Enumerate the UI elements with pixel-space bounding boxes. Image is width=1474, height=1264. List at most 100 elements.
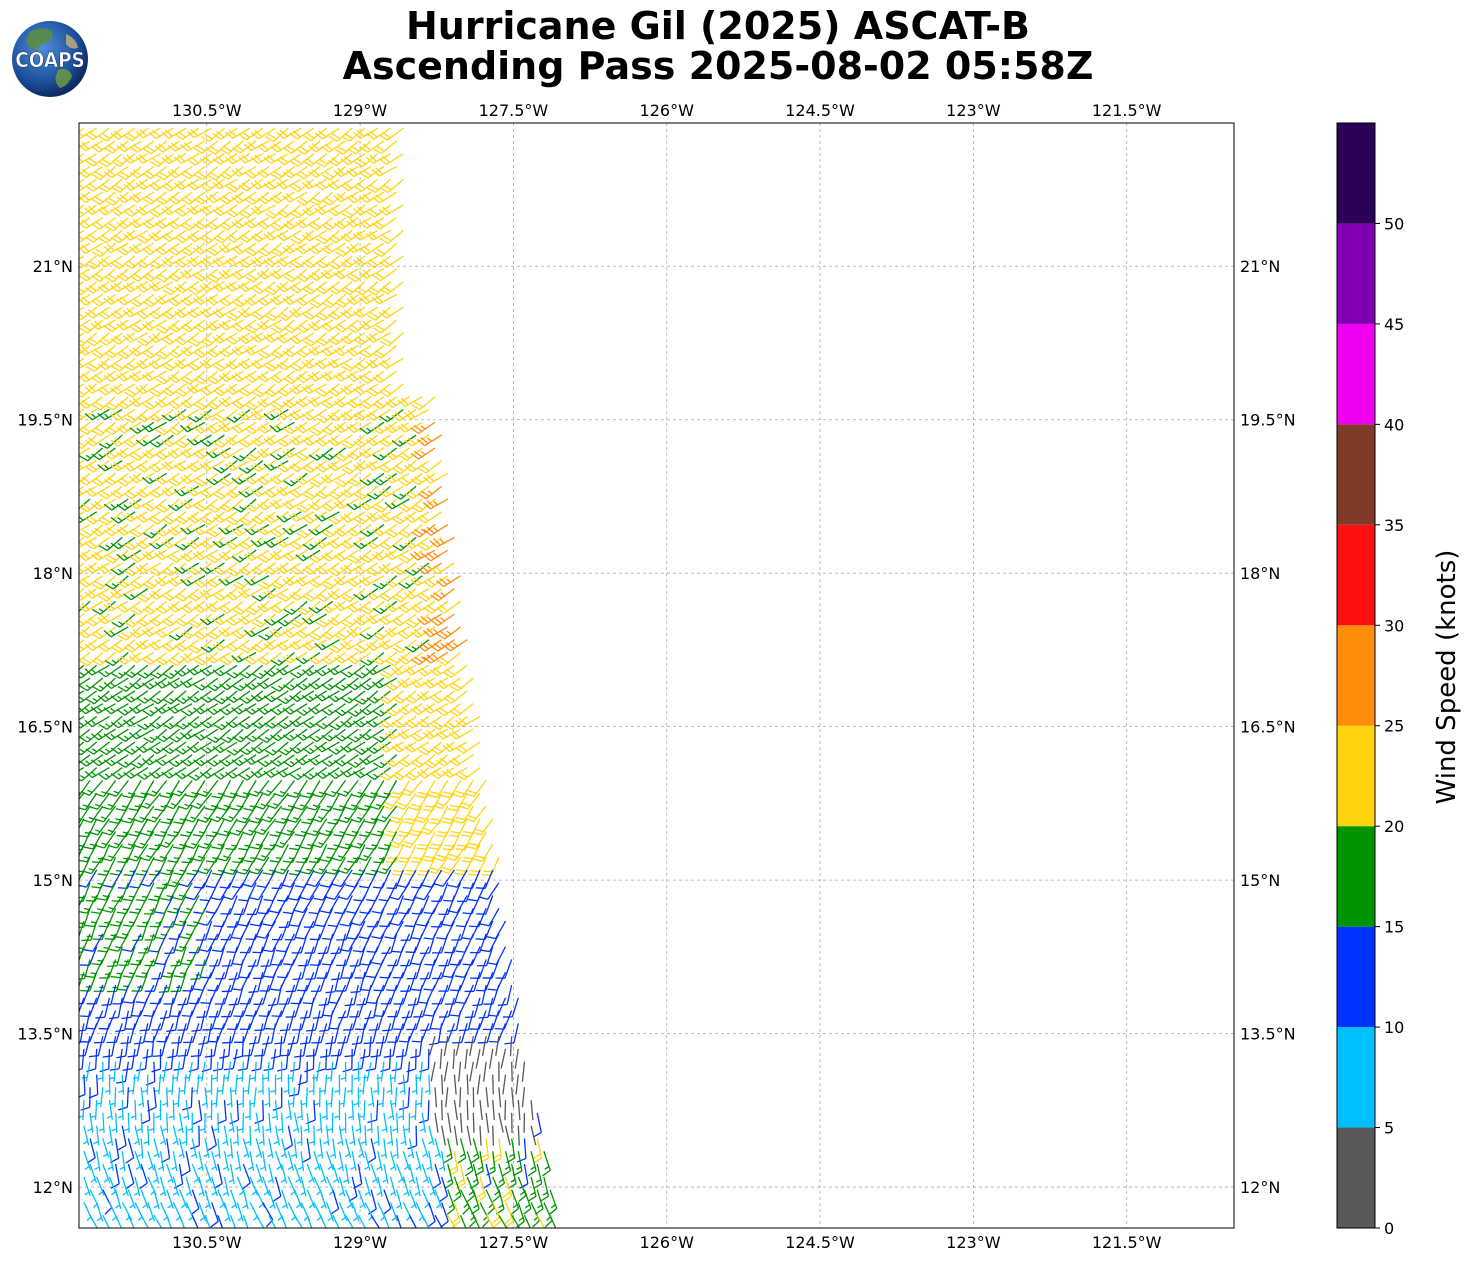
wind-barb <box>315 383 340 397</box>
wind-barb <box>188 1048 200 1073</box>
wind-barb <box>171 1151 178 1172</box>
wind-barb <box>238 229 264 243</box>
lon-tick-label-top: 130.5°W <box>172 101 242 120</box>
wind-barb <box>79 165 104 179</box>
wind-barb <box>264 741 289 756</box>
wind-barb <box>84 204 110 216</box>
wind-barb <box>353 536 379 550</box>
wind-barb <box>256 524 283 536</box>
wind-barb <box>365 229 391 241</box>
wind-barb <box>423 971 443 991</box>
wind-barb <box>373 1125 380 1146</box>
wind-barb <box>193 421 219 434</box>
wind-barb <box>232 575 257 590</box>
wind-barb <box>129 165 155 179</box>
wind-barb <box>276 434 302 448</box>
lon-tick-label-bottom: 127.5°W <box>479 1233 549 1252</box>
wind-barb <box>161 408 187 422</box>
wind-barb <box>212 178 238 190</box>
wind-barb <box>295 217 321 229</box>
wind-barb <box>162 1112 169 1133</box>
wind-barb <box>155 498 180 513</box>
wind-barb <box>453 1176 462 1203</box>
wind-barb <box>282 421 308 435</box>
wind-barb <box>205 869 226 889</box>
wind-barb <box>212 536 238 549</box>
wind-barb <box>341 460 366 475</box>
wind-barb <box>509 1036 513 1057</box>
wind-barb <box>142 1074 149 1095</box>
wind-barb <box>243 344 270 356</box>
wind-barb <box>143 524 168 539</box>
wind-barb <box>79 651 104 667</box>
wind-barb <box>226 408 251 423</box>
wind-barb <box>357 1214 367 1228</box>
wind-barb <box>181 370 206 385</box>
wind-barb <box>123 178 149 191</box>
wind-barb <box>343 1163 350 1184</box>
wind-barb <box>85 882 104 902</box>
wind-barb <box>411 396 436 411</box>
wind-barb <box>173 856 193 876</box>
wind-barb <box>321 703 346 716</box>
wind-barb <box>217 1074 226 1095</box>
wind-barb <box>199 460 225 471</box>
wind-barb <box>140 1189 149 1209</box>
wind-barb <box>153 843 174 862</box>
wind-barb <box>174 281 200 294</box>
wind-barb <box>372 345 398 359</box>
wind-barb <box>308 242 334 255</box>
wind-barb <box>174 255 200 268</box>
wind-barb <box>155 165 180 181</box>
wind-barb <box>123 907 142 927</box>
wind-barb <box>447 1112 452 1133</box>
wind-barb <box>79 498 91 510</box>
wind-barb <box>212 332 238 344</box>
wind-barb <box>319 1163 327 1184</box>
wind-barb <box>397 651 423 665</box>
wind-barb <box>285 1100 292 1120</box>
wind-barb <box>129 217 155 229</box>
wind-barb <box>269 191 295 204</box>
wind-barb <box>376 1151 383 1171</box>
wind-barb <box>388 1100 395 1120</box>
wind-barb <box>79 268 91 276</box>
wind-barb <box>199 587 225 599</box>
wind-barb <box>403 882 423 902</box>
wind-barb <box>516 1138 527 1163</box>
wind-barb <box>109 856 129 876</box>
wind-barb <box>162 511 187 525</box>
wind-barb <box>353 408 379 421</box>
title-line-1: Hurricane Gil (2025) ASCAT-B <box>406 4 1030 48</box>
wind-barb <box>116 447 142 459</box>
wind-barb <box>231 651 257 663</box>
wind-barb <box>257 165 283 179</box>
wind-barb <box>411 1074 418 1095</box>
wind-barb <box>219 600 244 614</box>
wind-barb <box>359 140 385 153</box>
wind-barb <box>159 997 174 1020</box>
wind-barb <box>161 332 187 346</box>
wind-barb <box>135 511 161 523</box>
wind-barb <box>347 472 372 487</box>
wind-barb <box>200 485 225 499</box>
wind-barb <box>327 178 353 191</box>
wind-barb <box>243 140 270 151</box>
wind-barb <box>84 485 110 498</box>
wind-barb <box>359 370 385 384</box>
wind-barb <box>315 485 340 500</box>
wind-barb <box>366 281 391 296</box>
wind-barb <box>250 332 276 343</box>
wind-barb <box>389 1151 397 1171</box>
wind-barb <box>334 524 359 537</box>
wind-barb <box>264 306 289 322</box>
wind-barb <box>79 767 98 782</box>
wind-barb <box>106 1100 113 1120</box>
wind-barb <box>250 357 276 370</box>
wind-barb <box>173 1048 187 1071</box>
wind-barb <box>135 1227 136 1228</box>
wind-barb <box>84 408 110 421</box>
wind-barb <box>423 600 449 614</box>
wind-barb <box>302 306 328 320</box>
wind-barb <box>315 255 340 269</box>
